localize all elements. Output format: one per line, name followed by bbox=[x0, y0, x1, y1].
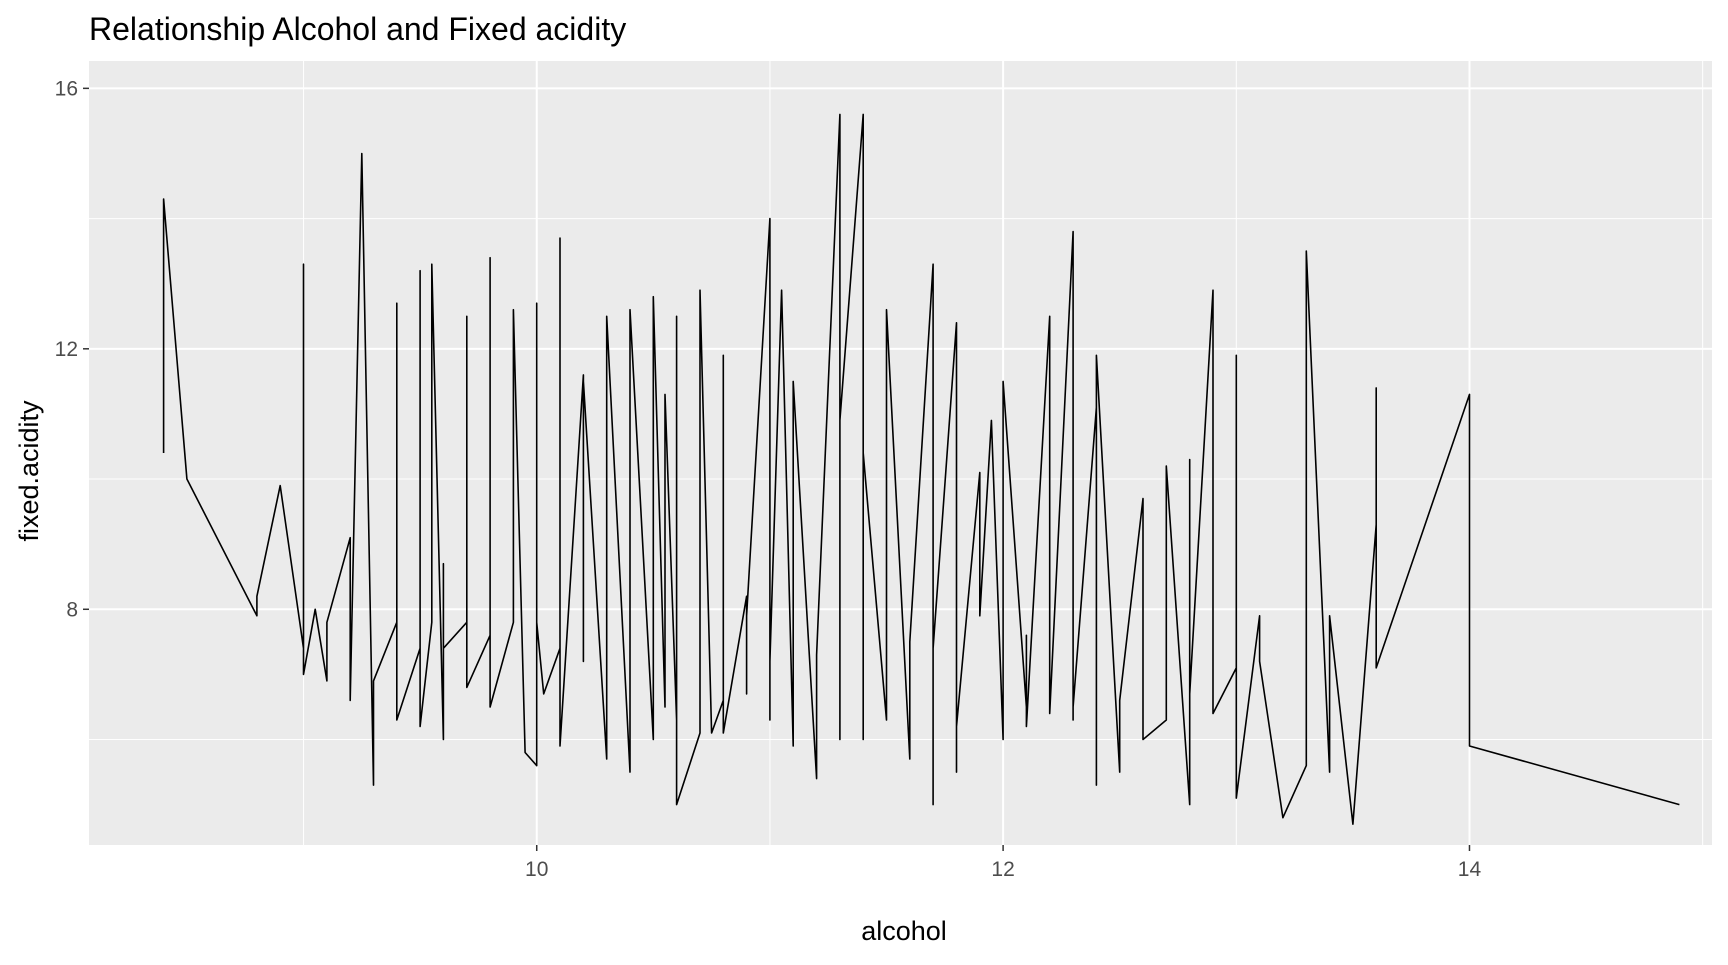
y-axis-label: fixed.acidity bbox=[14, 400, 44, 542]
plot-panel: 10 12 14 8 12 16 bbox=[55, 61, 1712, 881]
y-tick-label: 16 bbox=[55, 77, 78, 100]
y-tick-label: 8 bbox=[66, 598, 78, 621]
plot-panel-background bbox=[89, 61, 1712, 845]
x-tick-label: 10 bbox=[525, 858, 548, 881]
y-tick-label: 12 bbox=[55, 338, 78, 361]
data-series-line bbox=[162, 113, 1680, 826]
x-axis-label: alcohol bbox=[861, 916, 947, 946]
chart-title: Relationship Alcohol and Fixed acidity bbox=[89, 11, 626, 47]
x-tick-label: 14 bbox=[1458, 858, 1482, 881]
x-tick-label: 12 bbox=[991, 858, 1014, 881]
